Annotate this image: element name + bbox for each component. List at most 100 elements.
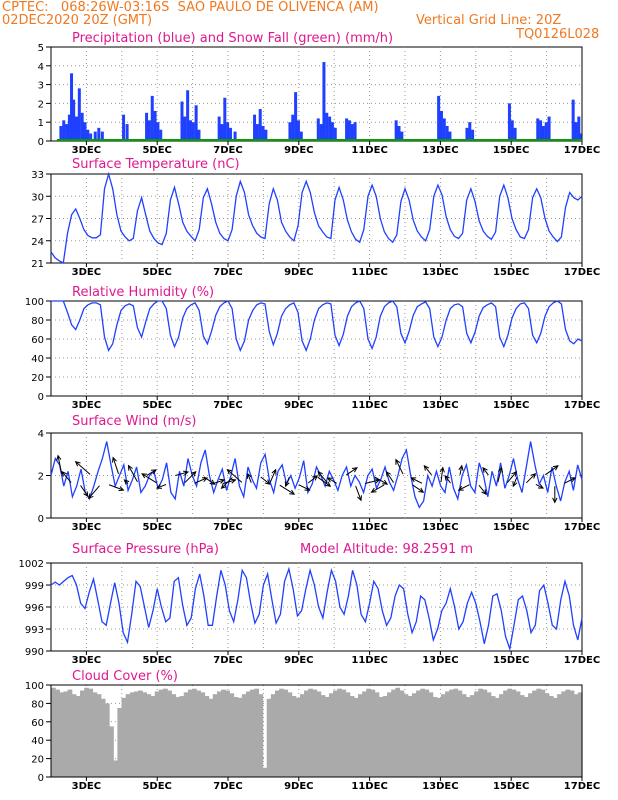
wind-arrow — [146, 469, 157, 476]
cloud-cover-bar — [411, 693, 417, 777]
wind-arrow-head — [209, 479, 216, 485]
panel1-xtick-label: 9DEC — [284, 145, 313, 156]
wind-arrow — [507, 471, 517, 483]
wind-arrow-head — [226, 468, 233, 475]
panel4-ytick-label: 4 — [38, 429, 44, 440]
cloud-cover-bar — [291, 696, 297, 777]
panel4-ytick-label: 0 — [38, 514, 44, 525]
precip-bar — [62, 120, 66, 141]
wind-arrow-head — [351, 467, 358, 473]
panel6-ytick-label: 100 — [25, 681, 44, 692]
panel2-xtick-label: 13DEC — [422, 267, 458, 278]
cloud-cover-bar — [432, 696, 438, 777]
wind-arrow — [374, 476, 388, 485]
wind-arrow-head — [439, 466, 445, 473]
precip-bar — [153, 110, 157, 141]
precip-bar — [394, 120, 398, 141]
cloud-cover-bar — [544, 693, 550, 777]
precip-bar — [291, 114, 295, 141]
wind-arrow-head — [219, 478, 226, 484]
panel2-series-line — [50, 171, 583, 265]
wind-arrow — [385, 471, 394, 483]
panel5-ytick-label: 996 — [25, 603, 44, 614]
precip-bar — [217, 116, 221, 141]
precip-bar — [194, 105, 198, 141]
cloud-cover-bar — [192, 688, 197, 777]
precip-bar — [89, 133, 93, 141]
precip-bar — [145, 112, 149, 141]
panel5-annotation: Model Altitude: 98.2591 m — [300, 542, 473, 557]
cloud-cover-bar — [299, 694, 305, 777]
wind-arrow-head — [458, 464, 464, 471]
cloud-cover-bar — [561, 691, 567, 777]
cloud-cover-bar — [577, 692, 583, 777]
panel6-xtick-label: 7DEC — [213, 781, 242, 792]
cloud-cover-bar — [399, 690, 405, 777]
cloud-cover-bar — [308, 688, 313, 777]
panel1-title: Precipitation (blue) and Snow Fall (gree… — [72, 31, 393, 46]
cloud-cover-bar — [320, 695, 326, 777]
precip-bar — [220, 124, 224, 141]
cloud-cover-bar — [59, 692, 65, 777]
cloud-cover-bar — [548, 696, 554, 777]
panel5-xtick-label: 17DEC — [564, 655, 600, 666]
precip-bar — [507, 103, 511, 141]
wind-arrow — [285, 477, 290, 487]
cloud-cover-bar — [357, 694, 363, 777]
cloud-cover-bar — [200, 692, 206, 777]
wind-arrow-head — [56, 454, 62, 461]
cloud-cover-bar — [536, 688, 542, 777]
wind-arrow-head — [264, 479, 271, 485]
panel2-xtick-label: 5DEC — [142, 267, 171, 278]
precip-bar — [233, 131, 237, 141]
cloud-cover-bar — [482, 689, 488, 777]
cloud-cover-bar — [486, 692, 492, 777]
panel6-xtick-label: 11DEC — [351, 781, 387, 792]
precip-bar — [574, 122, 578, 141]
panel2-xtick-label: 17DEC — [564, 267, 600, 278]
wind-arrow — [564, 477, 576, 484]
cloud-cover-bar — [212, 694, 218, 777]
precip-bar — [513, 127, 517, 141]
wind-arrow — [194, 477, 208, 484]
wind-arrow — [526, 473, 536, 484]
cloud-cover-bar — [158, 689, 164, 777]
cloud-cover-bar — [113, 760, 118, 777]
cloud-cover-bar — [100, 698, 106, 777]
cloud-cover-bar — [478, 688, 484, 777]
cloud-cover-bar — [258, 694, 264, 777]
wind-arrow-head — [410, 477, 417, 483]
cloud-cover-bar — [391, 689, 396, 777]
precip-bar — [223, 97, 227, 141]
cloud-cover-bar — [395, 687, 401, 777]
wind-arrow — [459, 465, 463, 475]
cloud-cover-bar — [445, 691, 450, 777]
cloud-cover-bar — [55, 689, 60, 777]
cloud-cover-bar — [436, 697, 442, 777]
wind-arrow-head — [511, 470, 518, 477]
cloud-cover-bar — [204, 696, 210, 777]
cloud-cover-bar — [275, 690, 280, 777]
header-run-date: 02DEC2020 20Z (GMT) — [2, 13, 153, 28]
cloud-cover-bar — [67, 689, 73, 777]
cloud-cover-bar — [270, 694, 276, 777]
precip-bar — [347, 120, 351, 141]
wind-arrow-head — [570, 477, 577, 483]
panel1-xtick-label: 17DEC — [564, 145, 600, 156]
wind-arrow-head — [312, 475, 319, 481]
cloud-cover-bar — [208, 698, 214, 777]
wind-arrow-head — [190, 470, 197, 477]
wind-arrow — [512, 477, 518, 487]
wind-arrow — [423, 465, 432, 476]
cloud-cover-bar — [245, 691, 251, 777]
precip-bar — [296, 120, 300, 141]
cloud-cover-bar — [499, 694, 504, 777]
cloud-cover-bar — [569, 690, 575, 777]
wind-arrow — [260, 476, 271, 485]
cloud-cover-bar — [241, 694, 247, 777]
cloud-cover-bar — [507, 688, 513, 777]
cloud-cover-bar — [167, 690, 172, 777]
wind-arrow — [317, 471, 328, 483]
wind-arrow — [411, 477, 423, 484]
precip-bar — [541, 125, 545, 141]
